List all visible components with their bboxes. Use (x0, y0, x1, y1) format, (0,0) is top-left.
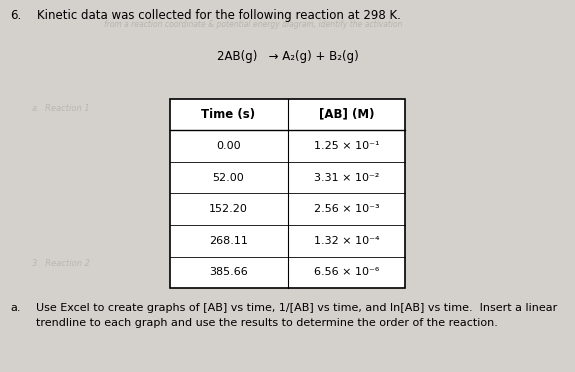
Text: from a reaction coordinate & potential energy diagram, identify the activation: from a reaction coordinate & potential e… (104, 20, 402, 29)
Text: 52.00: 52.00 (213, 173, 244, 183)
Text: 385.66: 385.66 (209, 267, 248, 278)
Text: Kinetic data was collected for the following reaction at 298 K.: Kinetic data was collected for the follo… (37, 9, 401, 22)
Text: 268.11: 268.11 (209, 236, 248, 246)
Text: 0.00: 0.00 (216, 141, 241, 151)
Text: 3.  Reaction 2: 3. Reaction 2 (32, 259, 90, 267)
Text: 1.32 × 10⁻⁴: 1.32 × 10⁻⁴ (314, 236, 379, 246)
Text: Use Excel to create graphs of [AB] vs time, 1/[AB] vs time, and ln[AB] vs time. : Use Excel to create graphs of [AB] vs ti… (36, 303, 557, 328)
Text: 2.56 × 10⁻³: 2.56 × 10⁻³ (313, 204, 380, 214)
Text: a.  Reaction 1: a. Reaction 1 (32, 104, 89, 113)
Text: 6.56 × 10⁻⁶: 6.56 × 10⁻⁶ (314, 267, 379, 278)
FancyBboxPatch shape (170, 99, 405, 288)
Text: [AB] (M): [AB] (M) (319, 108, 374, 121)
Text: 152.20: 152.20 (209, 204, 248, 214)
Text: Time (s): Time (s) (201, 108, 256, 121)
Text: 6.: 6. (10, 9, 22, 22)
Text: 3.31 × 10⁻²: 3.31 × 10⁻² (314, 173, 379, 183)
Text: 1.25 × 10⁻¹: 1.25 × 10⁻¹ (314, 141, 379, 151)
Text: a.: a. (10, 303, 21, 313)
Text: 2AB(g)   → A₂(g) + B₂(g): 2AB(g) → A₂(g) + B₂(g) (217, 50, 358, 63)
